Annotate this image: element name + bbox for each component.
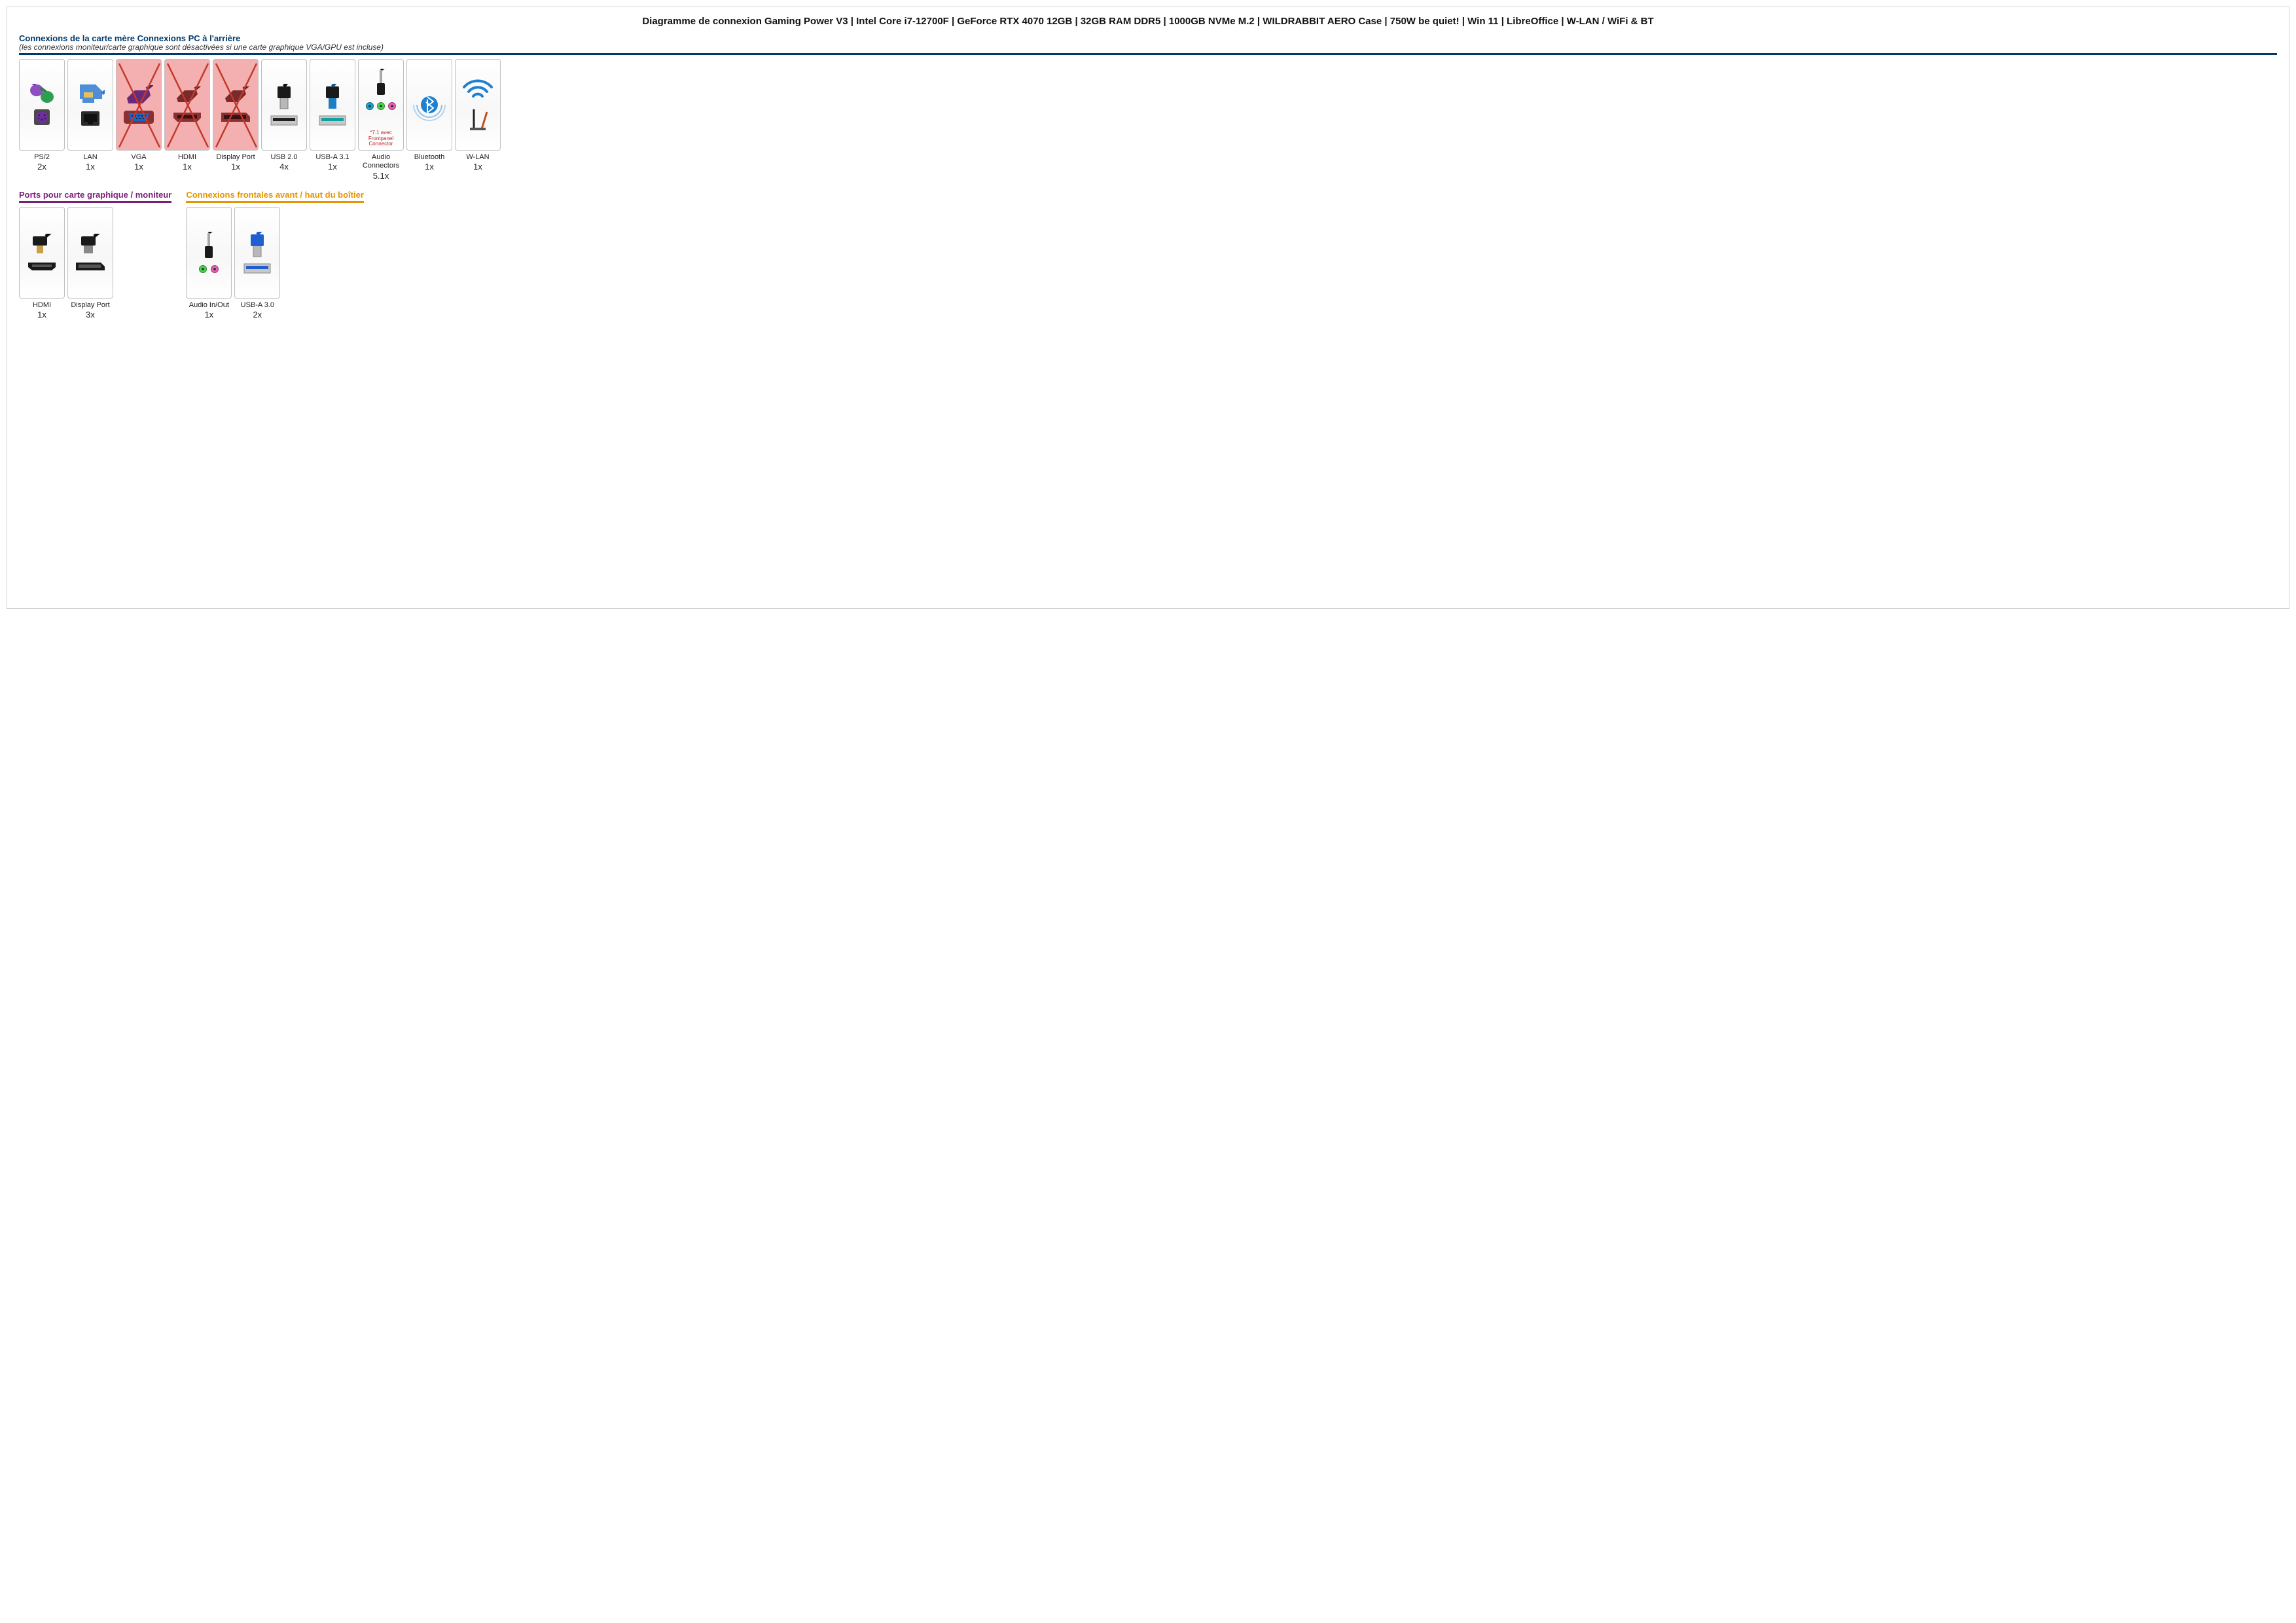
audio-jack-plug-icon: [197, 232, 221, 259]
dp-plug-icon: [76, 234, 105, 256]
port-usb20-card: [261, 59, 307, 151]
ps2-plug-icon: [27, 84, 56, 103]
port-vga: VGA 1x: [116, 59, 162, 180]
port-vga-card: [116, 59, 162, 151]
hdmi-plug-icon: [27, 234, 56, 256]
port-hdmi-gpu-qty: 1x: [37, 310, 46, 319]
port-audioio-qty: 1x: [204, 310, 213, 319]
port-hdmi-gpu-label: HDMI: [33, 301, 51, 310]
port-usba30: USB-A 3.0 2x: [234, 207, 280, 319]
usb3-port-icon: [319, 115, 346, 126]
port-ps2-card: [19, 59, 65, 151]
usb3-plug-icon: [319, 84, 346, 110]
disabled-x-icon: [117, 60, 162, 151]
port-lan-card: [67, 59, 113, 151]
usb-a-port-icon: [270, 115, 298, 126]
port-dp-gpu-card: [67, 207, 113, 299]
usb-a-plug-icon: [271, 84, 297, 110]
port-hdmi-gpu-card: [19, 207, 65, 299]
section-front-header: Connexions frontales avant / haut du boî…: [186, 190, 364, 200]
rj45-plug-icon: [76, 83, 105, 105]
port-lan-label: LAN: [83, 153, 97, 162]
port-hdmi-gpu: HDMI 1x: [19, 207, 65, 319]
bluetooth-icon: [411, 86, 448, 123]
port-usba30-label: USB-A 3.0: [241, 301, 274, 310]
disabled-x-icon: [165, 60, 210, 151]
rj45-port-icon: [81, 111, 100, 126]
port-dp-gpu-label: Display Port: [71, 301, 109, 310]
section-rear-rule: [19, 53, 2277, 55]
port-audio-qty: 5.1x: [373, 171, 389, 181]
section-gpu-rule: [19, 201, 171, 203]
port-wlan: W-LAN 1x: [455, 59, 501, 180]
port-usba30-qty: 2x: [253, 310, 262, 319]
port-hdmi-rear-card: [164, 59, 210, 151]
port-hdmi-rear-label: HDMI: [178, 153, 196, 162]
audio-jack-plug-icon: [369, 69, 393, 96]
port-usb20: USB 2.0 4x: [261, 59, 307, 180]
page: Diagramme de connexion Gaming Power V3 |…: [7, 7, 2289, 609]
port-usba30-card: [234, 207, 280, 299]
usb3-plug-blue-icon: [244, 232, 270, 258]
port-dp-rear-label: Display Port: [216, 153, 255, 162]
port-ps2-qty: 2x: [37, 162, 46, 172]
section-rear: Connexions de la carte mère Connexions P…: [19, 33, 2277, 180]
section-rear-sub: (les connexions moniteur/carte graphique…: [19, 43, 2277, 52]
hdmi-port-icon: [27, 261, 57, 272]
rear-ports-row: PS/2 2x: [19, 59, 2277, 180]
dp-port-icon: [75, 261, 106, 272]
port-bluetooth: Bluetooth 1x: [406, 59, 452, 180]
section-gpu-header: Ports pour carte graphique / moniteur: [19, 190, 171, 200]
usb3-port-blue-icon: [243, 263, 271, 274]
port-lan: LAN 1x: [67, 59, 113, 180]
disabled-x-icon: [213, 60, 259, 151]
port-dp-gpu-qty: 3x: [86, 310, 95, 319]
port-bluetooth-qty: 1x: [425, 162, 434, 172]
audio-jacks-2-icon: [196, 264, 222, 274]
port-dp-rear-card: [213, 59, 259, 151]
port-dp-gpu: Display Port 3x: [67, 207, 113, 319]
section-front: Connexions frontales avant / haut du boî…: [186, 190, 364, 319]
port-hdmi-rear: HDMI 1x: [164, 59, 210, 180]
page-title: Diagramme de connexion Gaming Power V3 |…: [19, 15, 2277, 28]
port-usba31-label: USB-A 3.1: [315, 153, 349, 162]
port-audio-note: *7.1 avec Frontpanel Connector: [360, 130, 402, 147]
port-ps2-label: PS/2: [34, 153, 50, 162]
port-usb20-label: USB 2.0: [271, 153, 298, 162]
port-usba31: USB-A 3.1 1x: [310, 59, 355, 180]
port-audioio-label: Audio In/Out: [189, 301, 229, 310]
port-audio-label: Audio Connectors: [358, 153, 404, 170]
port-usba31-qty: 1x: [328, 162, 337, 172]
audio-jacks-icon: [364, 101, 398, 111]
gpu-ports-row: HDMI 1x: [19, 207, 171, 319]
port-audio-card: *7.1 avec Frontpanel Connector: [358, 59, 404, 151]
port-bluetooth-label: Bluetooth: [414, 153, 444, 162]
port-dp-rear-qty: 1x: [231, 162, 240, 172]
ps2-port-icon: [33, 109, 50, 126]
port-lan-qty: 1x: [86, 162, 95, 172]
section-rear-header: Connexions de la carte mère Connexions P…: [19, 33, 2277, 43]
port-dp-rear: Display Port 1x: [213, 59, 259, 180]
port-wlan-qty: 1x: [473, 162, 482, 172]
port-usb20-qty: 4x: [279, 162, 289, 172]
port-wlan-card: [455, 59, 501, 151]
section-front-rule: [186, 201, 364, 203]
port-ps2: PS/2 2x: [19, 59, 65, 180]
wifi-icon: [460, 78, 495, 100]
port-audioio: Audio In/Out 1x: [186, 207, 232, 319]
front-ports-row: Audio In/Out 1x: [186, 207, 364, 319]
port-audioio-card: [186, 207, 232, 299]
port-wlan-label: W-LAN: [466, 153, 489, 162]
port-audio: *7.1 avec Frontpanel Connector Audio Con…: [358, 59, 404, 180]
port-bluetooth-card: [406, 59, 452, 151]
port-hdmi-rear-qty: 1x: [183, 162, 192, 172]
port-vga-qty: 1x: [134, 162, 143, 172]
section-gpu: Ports pour carte graphique / moniteur: [19, 190, 171, 319]
port-usba31-card: [310, 59, 355, 151]
antenna-icon: [465, 105, 491, 132]
port-vga-label: VGA: [131, 153, 146, 162]
